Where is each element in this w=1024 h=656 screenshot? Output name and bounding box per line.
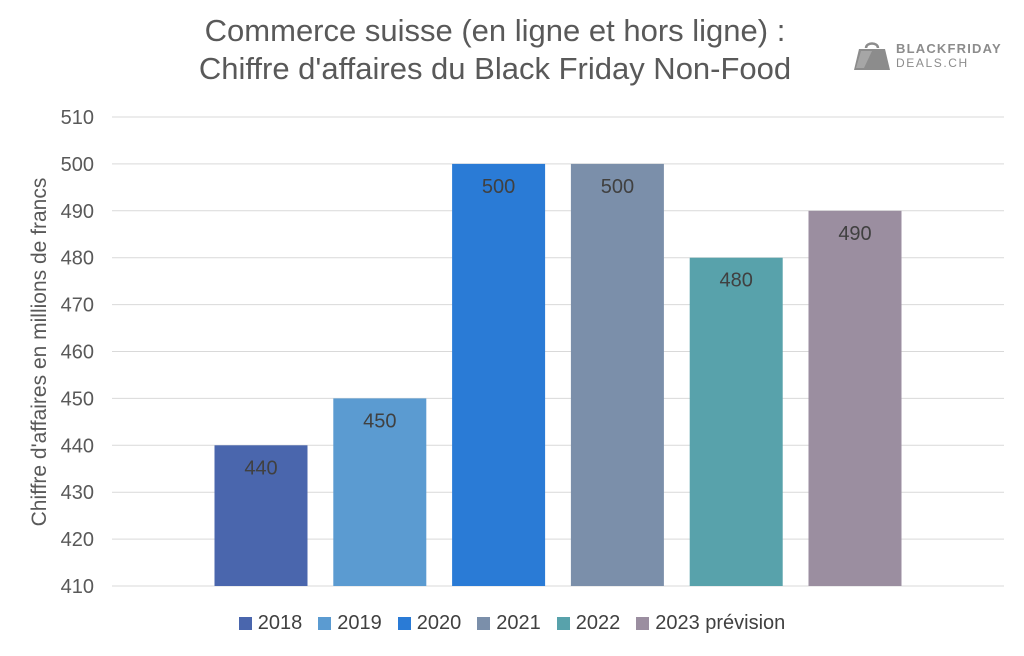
y-tick-label: 450 (61, 388, 94, 410)
y-tick-label: 500 (61, 154, 94, 176)
legend-swatch (636, 617, 650, 630)
bar-2018 (214, 445, 308, 586)
legend-swatch (477, 617, 491, 630)
y-tick-label: 480 (61, 248, 94, 270)
y-tick-label: 410 (61, 576, 94, 598)
y-tick-label: 490 (61, 201, 94, 223)
legend-item: 2020 (397, 612, 462, 635)
bar-data-label: 440 (244, 457, 277, 479)
y-tick-labels: 410 420 430 440 450 460 470 480 490 500 510 (61, 107, 94, 598)
brand-line-1: BLACKFRIDAY (896, 41, 1002, 56)
bar-2020 (452, 163, 546, 586)
legend-item: 2018 (238, 612, 303, 635)
legend-swatch (318, 617, 332, 630)
legend-swatch (397, 617, 411, 630)
legend-label: 2019 (337, 612, 382, 634)
bar-data-label: 500 (601, 176, 634, 198)
bar-data-label: 490 (838, 223, 871, 245)
bar-2021 (570, 163, 664, 586)
legend-item: 2023 prévision (636, 612, 785, 635)
brand-logo: BLACKFRIDAY DEALS.CH (852, 36, 1012, 76)
legend-swatch (556, 617, 570, 630)
legend-item: 2019 (318, 612, 382, 635)
y-axis-label: Chiffre d'affaires en millions de francs (28, 178, 51, 527)
bar-2019 (333, 398, 427, 586)
legend-label: 2023 prévision (655, 612, 786, 634)
brand-text: BLACKFRIDAY DEALS.CH (896, 41, 1002, 71)
bar-data-labels: 440 450 500 500 480 490 (244, 176, 871, 479)
y-tick-label: 420 (61, 529, 94, 551)
shopping-bag-icon (854, 42, 890, 70)
bar-2023 (808, 210, 902, 587)
bar-data-label: 480 (720, 270, 753, 292)
legend-label: 2020 (416, 612, 462, 634)
chart-title: Commerce suisse (en ligne et hors ligne)… (0, 12, 990, 88)
bar-data-label: 500 (482, 176, 515, 198)
y-tick-label: 470 (61, 295, 94, 317)
chart-title-line-1: Commerce suisse (en ligne et hors ligne)… (204, 13, 786, 48)
y-tick-label: 510 (61, 107, 94, 129)
legend-label: 2018 (257, 612, 303, 634)
bar-data-label: 450 (363, 410, 396, 432)
y-tick-label: 460 (61, 342, 94, 364)
legend-label: 2021 (496, 612, 541, 634)
legend-label: 2022 (575, 612, 621, 634)
bar-2022 (689, 257, 783, 586)
chart-title-line-2: Chiffre d'affaires du Black Friday Non-F… (198, 51, 792, 86)
legend-item: 2021 (477, 612, 541, 635)
bars (214, 163, 902, 587)
legend-swatch (238, 617, 252, 630)
brand-line-2: DEALS.CH (896, 56, 969, 70)
legend: 2018 2019 2020 2021 2022 2023 prévision (0, 612, 1024, 635)
legend-item: 2022 (556, 612, 621, 635)
y-tick-label: 430 (61, 482, 94, 504)
y-tick-label: 440 (61, 435, 94, 457)
